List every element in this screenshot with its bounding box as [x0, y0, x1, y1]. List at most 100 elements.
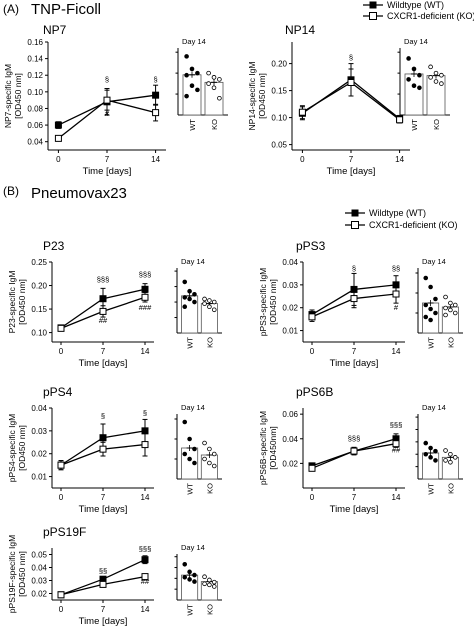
significance-mark: # — [394, 303, 399, 312]
inset-wt-point — [182, 295, 188, 300]
y-tick-label: 0.16 — [27, 38, 43, 47]
y-axis-label-line: NP7-specific IgM — [3, 64, 13, 128]
inset-ko-point — [448, 459, 453, 465]
y-axis-label-line: [OD450nm] — [268, 426, 278, 469]
wt-point — [141, 556, 149, 564]
inset-wt-point — [423, 314, 429, 320]
inset-wt-point — [192, 446, 197, 452]
chart-panel-pps19f: pPS19F 0.02 0.03 0.04 0.05 0 7 14 Time [days] pPS… — [7, 525, 222, 627]
inset-category-label: KO — [205, 604, 214, 615]
inset-day14: Day 14 WT KO — [174, 257, 222, 349]
ko-point — [141, 293, 149, 301]
inset-wt-point — [192, 579, 197, 584]
ko-point — [99, 307, 107, 315]
inset-title: Day 14 — [181, 403, 205, 412]
charts-layer: NP7 0.04 0.06 0.08 0.10 0.12 0.14 0.16 0 7 14 Time … — [3, 23, 463, 627]
ko-point — [350, 447, 358, 455]
y-axis-label-line: P23-specific IgM — [7, 271, 17, 334]
inset-category-label: KO — [432, 119, 441, 130]
inset-ko-point — [211, 299, 217, 305]
inset-wt-point — [423, 440, 429, 446]
inset-wt-point — [187, 288, 192, 294]
inset-title: Day 14 — [181, 543, 205, 552]
series-ko — [298, 68, 404, 124]
section-a-title: TNP-Ficoll — [31, 1, 101, 18]
significance-mark: §§§ — [390, 421, 403, 430]
x-tick-label: 0 — [310, 347, 315, 356]
inset-ko-point — [206, 70, 211, 76]
x-tick-label: 14 — [395, 155, 404, 164]
wt-point — [152, 91, 160, 99]
legend-wt-marker — [369, 1, 377, 9]
ko-point — [99, 580, 107, 588]
inset-wt-point — [187, 436, 192, 442]
chart-panel-p23: P23 0.10 0.15 0.20 0.25 0 7 14 Time [days] P23-sp… — [7, 239, 222, 369]
inset-ko-point — [202, 301, 207, 306]
inset-wt-point — [182, 419, 188, 425]
y-axis-label: pPS3-specific IgM[OD450 nm] — [258, 268, 278, 337]
legend-ko-marker — [351, 221, 359, 229]
x-tick-label: 7 — [101, 493, 106, 502]
legend-wt-label: Wildtype (WT) — [387, 0, 444, 10]
panel-title: NP7 — [43, 23, 67, 37]
inset-ko-point — [211, 307, 217, 313]
inset-wt-point — [187, 569, 192, 575]
panel-title: pPS6B — [296, 385, 333, 399]
y-tick-label: 0.15 — [31, 305, 47, 314]
y-axis-label-line: [OD450 nm] — [268, 279, 278, 325]
significance-mark: § — [101, 411, 105, 420]
inset-wt-point — [423, 275, 429, 281]
significance-mark: § — [154, 75, 158, 84]
inset-wt-point — [433, 296, 438, 302]
x-axis-label: Time [days] — [327, 166, 376, 177]
ko-point — [392, 290, 400, 298]
y-tick-label: 0.02 — [31, 450, 47, 459]
ko-point — [141, 573, 149, 581]
inset-category-label: WT — [186, 483, 195, 495]
inset-wt-point — [182, 451, 188, 457]
y-axis-label: pPS6B-specific IgM[OD450nm] — [258, 411, 278, 485]
y-axis-label-line: NP14-specific IgM — [247, 62, 257, 131]
significance-mark: §§§ — [139, 270, 152, 279]
y-tick-label: 0.12 — [27, 71, 43, 80]
x-axis-label: Time [days] — [330, 358, 379, 369]
inset-wt-point — [411, 83, 417, 88]
ko-point — [350, 295, 358, 303]
series-ko — [54, 89, 160, 142]
series-ko — [308, 284, 400, 322]
inset-wt-point — [417, 85, 422, 91]
panel-title: pPS19F — [43, 525, 86, 539]
inset-day14: Day 14 WT KO — [397, 37, 450, 131]
inset-ko-point — [448, 307, 453, 313]
ko-point — [308, 464, 316, 472]
wt-point — [54, 121, 62, 129]
inset-title: Day 14 — [182, 37, 206, 46]
x-tick-label: 7 — [352, 347, 357, 356]
x-tick-label: 7 — [101, 347, 106, 356]
inset-category-label: WT — [188, 119, 197, 131]
inset-wt-point — [428, 445, 433, 451]
panel-title: P23 — [43, 239, 65, 253]
panel-title: NP14 — [285, 23, 315, 37]
x-tick-label: 0 — [56, 155, 61, 164]
legend-wt-marker — [351, 209, 359, 217]
y-tick-label: 0.03 — [282, 281, 298, 290]
inset-ko-point — [448, 451, 453, 457]
y-tick-label: 0.25 — [31, 258, 47, 267]
y-tick-label: 0.10 — [271, 114, 287, 123]
inset-wt-point — [189, 83, 195, 88]
y-tick-label: 0.15 — [271, 87, 287, 96]
y-tick-label: 0.04 — [282, 258, 298, 267]
inset-ko-point — [207, 304, 212, 309]
inset-title: Day 14 — [404, 37, 428, 46]
inset-ko-point — [211, 579, 217, 585]
y-axis-label-line: [OD450 nm] — [257, 73, 267, 119]
y-axis-label-line: pPS6B-specific IgM — [258, 411, 268, 485]
inset-wt-point — [192, 292, 197, 297]
significance-mark: § — [352, 264, 356, 273]
y-tick-label: 0.04 — [282, 435, 298, 444]
inset-wt-point — [184, 54, 189, 59]
inset-ko-point — [433, 79, 439, 84]
inset-ko-point — [428, 75, 433, 80]
